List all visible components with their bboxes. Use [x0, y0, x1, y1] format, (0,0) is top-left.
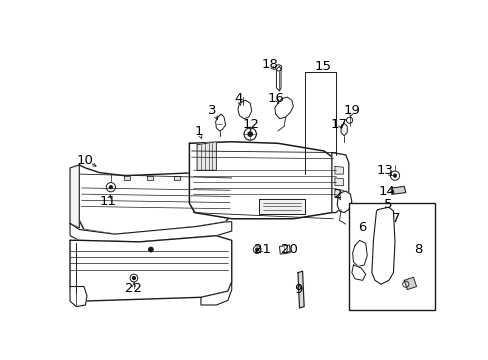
Polygon shape	[197, 142, 216, 170]
Text: 15: 15	[313, 60, 330, 73]
Text: 9: 9	[294, 283, 302, 296]
Polygon shape	[70, 222, 231, 242]
Text: 22: 22	[125, 282, 142, 294]
Polygon shape	[334, 166, 343, 174]
Polygon shape	[404, 277, 416, 289]
Bar	[348, 203, 434, 310]
Polygon shape	[352, 240, 366, 266]
Polygon shape	[258, 199, 305, 214]
Polygon shape	[276, 66, 281, 91]
Polygon shape	[123, 176, 130, 180]
Polygon shape	[238, 100, 251, 119]
Text: 1: 1	[194, 125, 203, 138]
Text: 10: 10	[77, 154, 94, 167]
Polygon shape	[297, 271, 304, 308]
Circle shape	[109, 186, 112, 189]
Polygon shape	[189, 142, 345, 219]
Text: 13: 13	[376, 164, 393, 177]
Polygon shape	[334, 189, 343, 197]
Polygon shape	[371, 207, 394, 284]
Polygon shape	[174, 176, 180, 180]
Polygon shape	[199, 176, 205, 180]
Text: 8: 8	[413, 243, 422, 256]
Text: 5: 5	[383, 198, 391, 211]
Text: 14: 14	[378, 185, 395, 198]
Polygon shape	[70, 287, 87, 306]
Text: 18: 18	[261, 58, 278, 71]
Text: 19: 19	[343, 104, 360, 117]
Circle shape	[247, 132, 252, 136]
Text: 2: 2	[333, 188, 342, 201]
Polygon shape	[79, 165, 231, 234]
Polygon shape	[70, 236, 231, 301]
Polygon shape	[274, 97, 293, 119]
Polygon shape	[70, 165, 79, 228]
Text: 12: 12	[242, 118, 259, 131]
Circle shape	[148, 247, 153, 252]
Polygon shape	[147, 176, 153, 180]
Text: 21: 21	[254, 243, 270, 256]
Polygon shape	[391, 186, 405, 194]
Polygon shape	[201, 282, 231, 305]
Circle shape	[393, 174, 396, 177]
Text: 6: 6	[358, 221, 366, 234]
Polygon shape	[334, 178, 343, 186]
Circle shape	[255, 248, 258, 251]
Text: 11: 11	[100, 194, 117, 208]
Text: 16: 16	[267, 92, 285, 105]
Text: 3: 3	[208, 104, 216, 117]
Polygon shape	[215, 114, 225, 131]
Polygon shape	[331, 153, 348, 213]
Text: 7: 7	[391, 212, 400, 225]
Text: 20: 20	[281, 243, 297, 256]
Polygon shape	[337, 191, 351, 213]
Circle shape	[132, 276, 135, 280]
Polygon shape	[351, 265, 365, 280]
Text: 4: 4	[234, 92, 243, 105]
Polygon shape	[279, 245, 290, 254]
Polygon shape	[341, 123, 346, 136]
Text: 17: 17	[330, 118, 347, 131]
